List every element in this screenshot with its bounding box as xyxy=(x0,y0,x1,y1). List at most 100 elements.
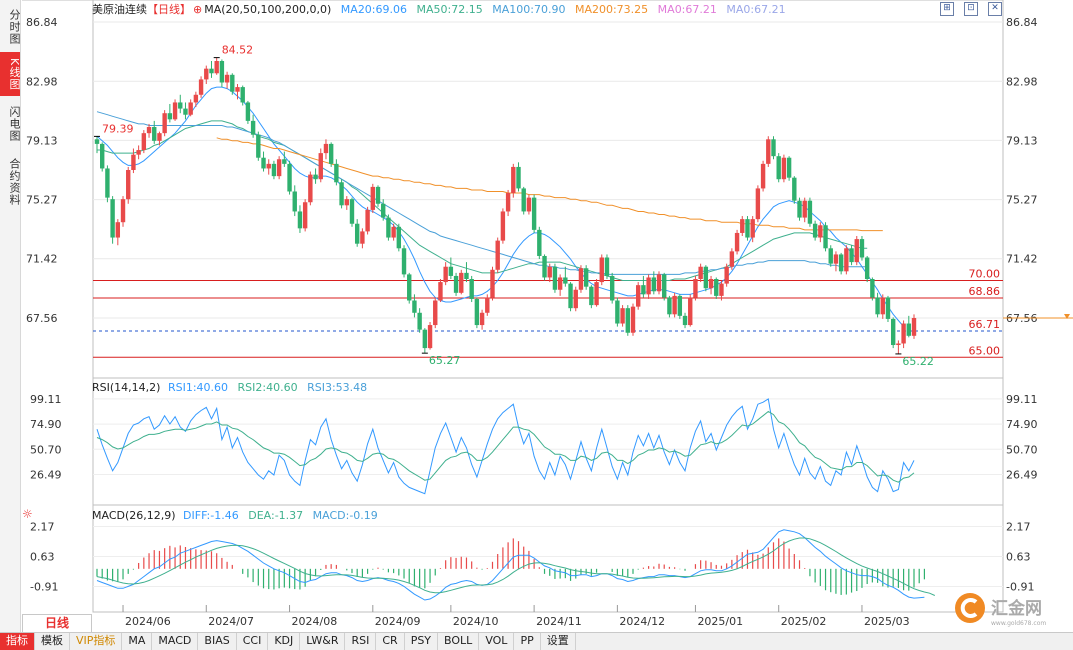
ma0-legend-a: MA0:67.21 xyxy=(657,3,717,16)
macd-y-tick-right: 2.17 xyxy=(1006,521,1031,534)
candle xyxy=(375,185,381,207)
candle-body xyxy=(734,232,740,252)
candle xyxy=(807,197,813,227)
candle xyxy=(526,194,532,215)
tab-vip-indicators[interactable]: VIP指标 xyxy=(70,633,123,650)
tab-flash-chart[interactable]: 闪电图 xyxy=(8,106,21,142)
tab-templates[interactable]: 模板 xyxy=(35,633,70,650)
candle-body xyxy=(219,60,225,83)
tab-macd[interactable]: MACD xyxy=(152,633,199,650)
tab-boll[interactable]: BOLL xyxy=(438,633,480,650)
candle-body xyxy=(365,209,370,232)
chart-svg[interactable]: 86.84 86.84 82.98 82.98 79.13 79.13 75.27 75.27… xyxy=(0,0,1073,632)
candle-body xyxy=(474,298,480,326)
tab-bias[interactable]: BIAS xyxy=(198,633,237,650)
tab-psy[interactable]: PSY xyxy=(405,633,439,650)
candle-body xyxy=(349,199,355,224)
candle-body xyxy=(167,113,173,120)
candle xyxy=(662,272,667,301)
candle-body xyxy=(495,240,500,270)
tab-kdj[interactable]: KDJ xyxy=(268,633,301,650)
candle-body xyxy=(630,306,636,333)
tab-pp[interactable]: PP xyxy=(514,633,541,650)
expand-icon[interactable]: ⊞ xyxy=(940,2,954,16)
candle xyxy=(802,197,807,223)
tab-vol[interactable]: VOL xyxy=(479,633,515,650)
candle-body xyxy=(838,254,844,272)
candle xyxy=(531,194,537,233)
candle-body xyxy=(583,268,589,287)
candle-body xyxy=(724,266,729,284)
candle xyxy=(370,183,376,213)
candle xyxy=(183,102,188,120)
candle-body xyxy=(240,87,245,103)
candle-body xyxy=(375,186,381,204)
macd-params: MACD(26,12,9) xyxy=(92,509,176,522)
candle xyxy=(204,65,209,85)
tab-ma[interactable]: MA xyxy=(122,633,153,650)
chart-area: 86.84 86.84 82.98 82.98 79.13 79.13 75.27 75.27… xyxy=(0,0,1073,632)
tab-indicators[interactable]: 指标 xyxy=(0,633,35,650)
candle xyxy=(302,199,308,232)
rsi-y-tick-left: 74.90 xyxy=(30,418,62,431)
plus-circle-icon[interactable]: ⊕ xyxy=(193,3,203,16)
candle-body xyxy=(880,297,885,315)
candle-body xyxy=(318,153,323,180)
diff-legend: DIFF:-1.46 xyxy=(183,509,239,522)
candle xyxy=(604,254,610,280)
price-y-tick-right: 82.98 xyxy=(1006,75,1038,88)
tab-kline-chart[interactable]: K线图 xyxy=(0,52,21,96)
candle xyxy=(105,165,110,203)
candle xyxy=(552,263,558,293)
candle xyxy=(479,309,485,330)
candle xyxy=(672,292,677,318)
candle-body xyxy=(313,174,318,180)
candle xyxy=(407,272,412,304)
candle xyxy=(615,297,620,327)
candle xyxy=(256,131,261,161)
price-y-tick-right: 75.27 xyxy=(1006,194,1038,207)
candle-body xyxy=(875,297,880,315)
candle xyxy=(568,282,573,312)
candle-body xyxy=(443,266,448,283)
candle-body xyxy=(183,108,188,115)
ma20-line xyxy=(96,86,904,327)
tab-lwr[interactable]: LW&R xyxy=(300,633,346,650)
price-level-label: 65.00 xyxy=(969,344,1001,357)
rsi1-line xyxy=(96,398,915,495)
x-tick-label: 2025/01 xyxy=(697,615,743,628)
candle xyxy=(573,286,578,312)
tab-contract-info[interactable]: 合约资料 xyxy=(8,158,21,206)
price-y-tick-right: 71.42 xyxy=(1006,253,1038,266)
candle xyxy=(391,223,396,241)
candle-body xyxy=(896,343,901,346)
candle xyxy=(557,274,563,296)
candle xyxy=(339,179,344,209)
rsi-y-tick-right: 26.49 xyxy=(1006,468,1038,481)
candle xyxy=(792,176,797,204)
macd-y-tick-right: -0.91 xyxy=(1006,581,1034,594)
candle-body xyxy=(844,248,849,272)
candle xyxy=(318,148,323,183)
candle xyxy=(854,236,859,266)
settings-gear-icon[interactable]: ☼ xyxy=(22,507,33,521)
close-icon[interactable]: ✕ xyxy=(988,2,1002,16)
period-selector[interactable]: 日线 xyxy=(22,614,92,633)
candle xyxy=(896,340,901,355)
candle-body xyxy=(698,266,703,280)
candle-body xyxy=(563,277,568,284)
tab-settings[interactable]: 设置 xyxy=(541,633,576,650)
candle xyxy=(157,131,162,146)
tab-time-chart[interactable]: 分时图 xyxy=(8,9,21,45)
fullscreen-icon[interactable]: ⊡ xyxy=(964,2,978,16)
candle-body xyxy=(323,143,329,154)
candle xyxy=(146,123,152,138)
tab-cci[interactable]: CCI xyxy=(237,633,269,650)
tab-rsi[interactable]: RSI xyxy=(345,633,377,650)
candle xyxy=(100,142,105,172)
tab-cr[interactable]: CR xyxy=(376,633,405,650)
candle-body xyxy=(485,297,490,313)
candle-body xyxy=(256,134,261,158)
candle xyxy=(245,100,251,124)
candle xyxy=(110,196,115,244)
